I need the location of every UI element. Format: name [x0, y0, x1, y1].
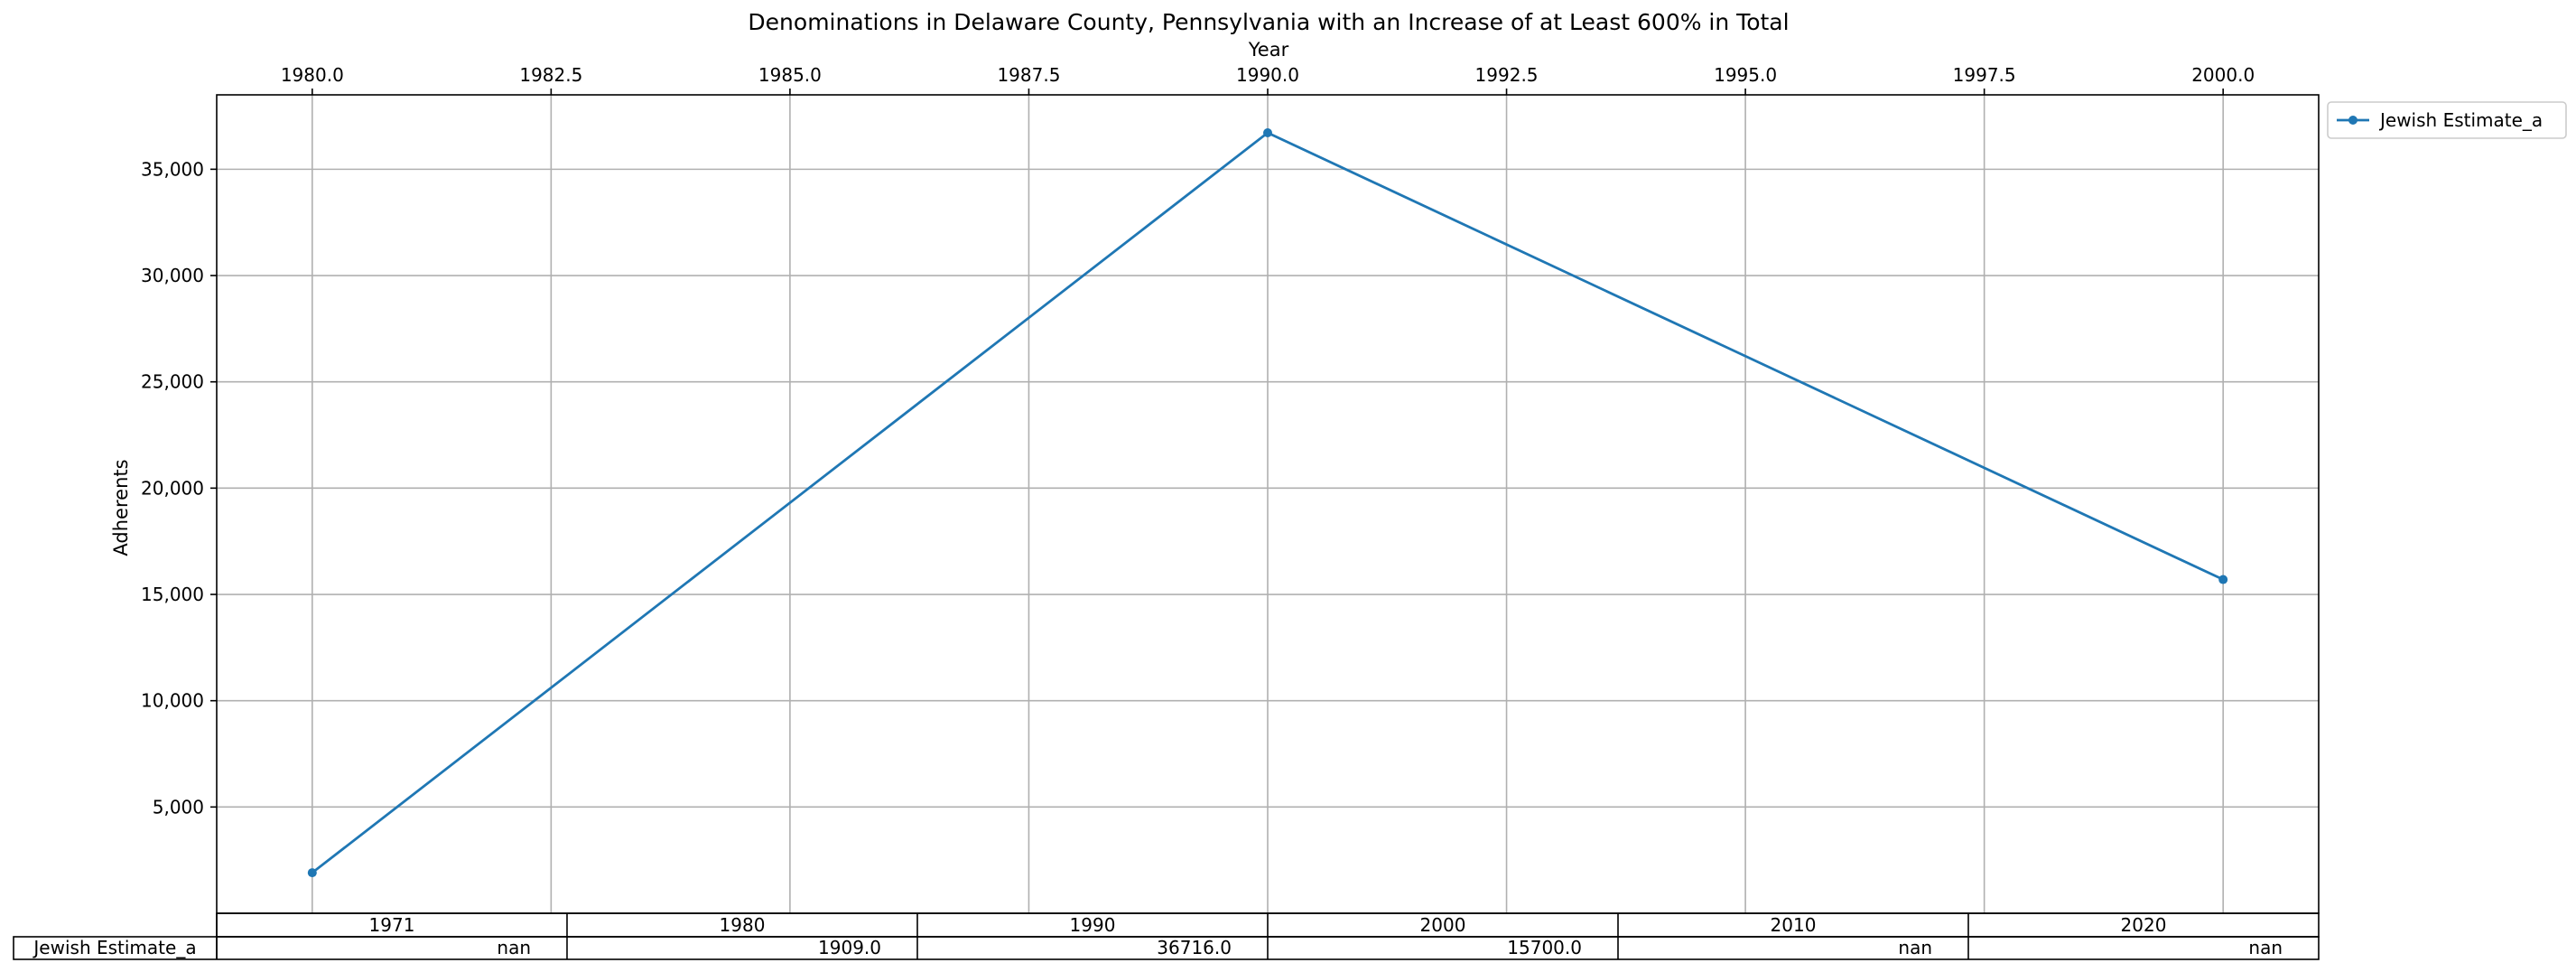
x-tick-label: 2000.0	[2191, 64, 2255, 86]
legend: Jewish Estimate_a	[2327, 101, 2567, 139]
table-row-label: Jewish Estimate_a	[32, 937, 196, 958]
table-cell: 15700.0	[1507, 937, 1582, 958]
axis-ticks: 1980.0 1982.5 1985.0 1987.5 1990.0 1992.5 1995…	[141, 64, 2255, 818]
legend-box	[2327, 101, 2567, 139]
table-column-header: 2000	[1420, 914, 1466, 936]
x-tick-label: 1995.0	[1714, 64, 1777, 86]
y-tick-label: 35,000	[141, 158, 204, 180]
y-tick-label: 30,000	[141, 265, 204, 286]
data-point	[2218, 575, 2228, 584]
legend-label: Jewish Estimate_a	[2378, 109, 2543, 131]
y-tick-label: 25,000	[141, 371, 204, 393]
y-tick-label: 5,000	[153, 796, 204, 818]
table-column-header: 1980	[720, 914, 766, 936]
data-point	[307, 868, 317, 878]
x-axis-label: Year	[1248, 39, 1289, 61]
table-cell: 1909.0	[818, 937, 881, 958]
table-cell: nan	[497, 937, 531, 958]
table-cell: 36716.0	[1157, 937, 1232, 958]
x-tick-label: 1987.5	[997, 64, 1060, 86]
x-tick-label: 1990.0	[1236, 64, 1299, 86]
table-cell: nan	[2248, 937, 2283, 958]
grid-lines	[217, 95, 2319, 913]
table-column-header: 1971	[369, 914, 415, 936]
table-column-header: 2020	[2121, 914, 2167, 936]
x-tick-label: 1982.5	[519, 64, 582, 86]
chart-title: Denominations in Delaware County, Pennsy…	[748, 9, 1789, 35]
table-cell: nan	[1898, 937, 1932, 958]
data-table: 1971 1980 1990 2000 2010 2020 Jewish Estimate_…	[13, 912, 2320, 960]
y-tick-label: 20,000	[141, 477, 204, 499]
x-tick-label: 1985.0	[758, 64, 822, 86]
x-tick-label: 1992.5	[1475, 64, 1539, 86]
x-tick-label: 1980.0	[281, 64, 344, 86]
y-axis-label: Adherents	[110, 459, 132, 556]
data-point	[1263, 127, 1272, 137]
table-column-header: 2010	[1771, 914, 1817, 936]
legend-marker	[2348, 116, 2357, 125]
table-row	[13, 936, 2320, 960]
plot-series	[307, 127, 2228, 878]
x-tick-label: 1997.5	[1953, 64, 2016, 86]
y-tick-label: 10,000	[141, 690, 204, 712]
table-column-header: 1990	[1070, 914, 1116, 936]
y-tick-label: 15,000	[141, 584, 204, 605]
